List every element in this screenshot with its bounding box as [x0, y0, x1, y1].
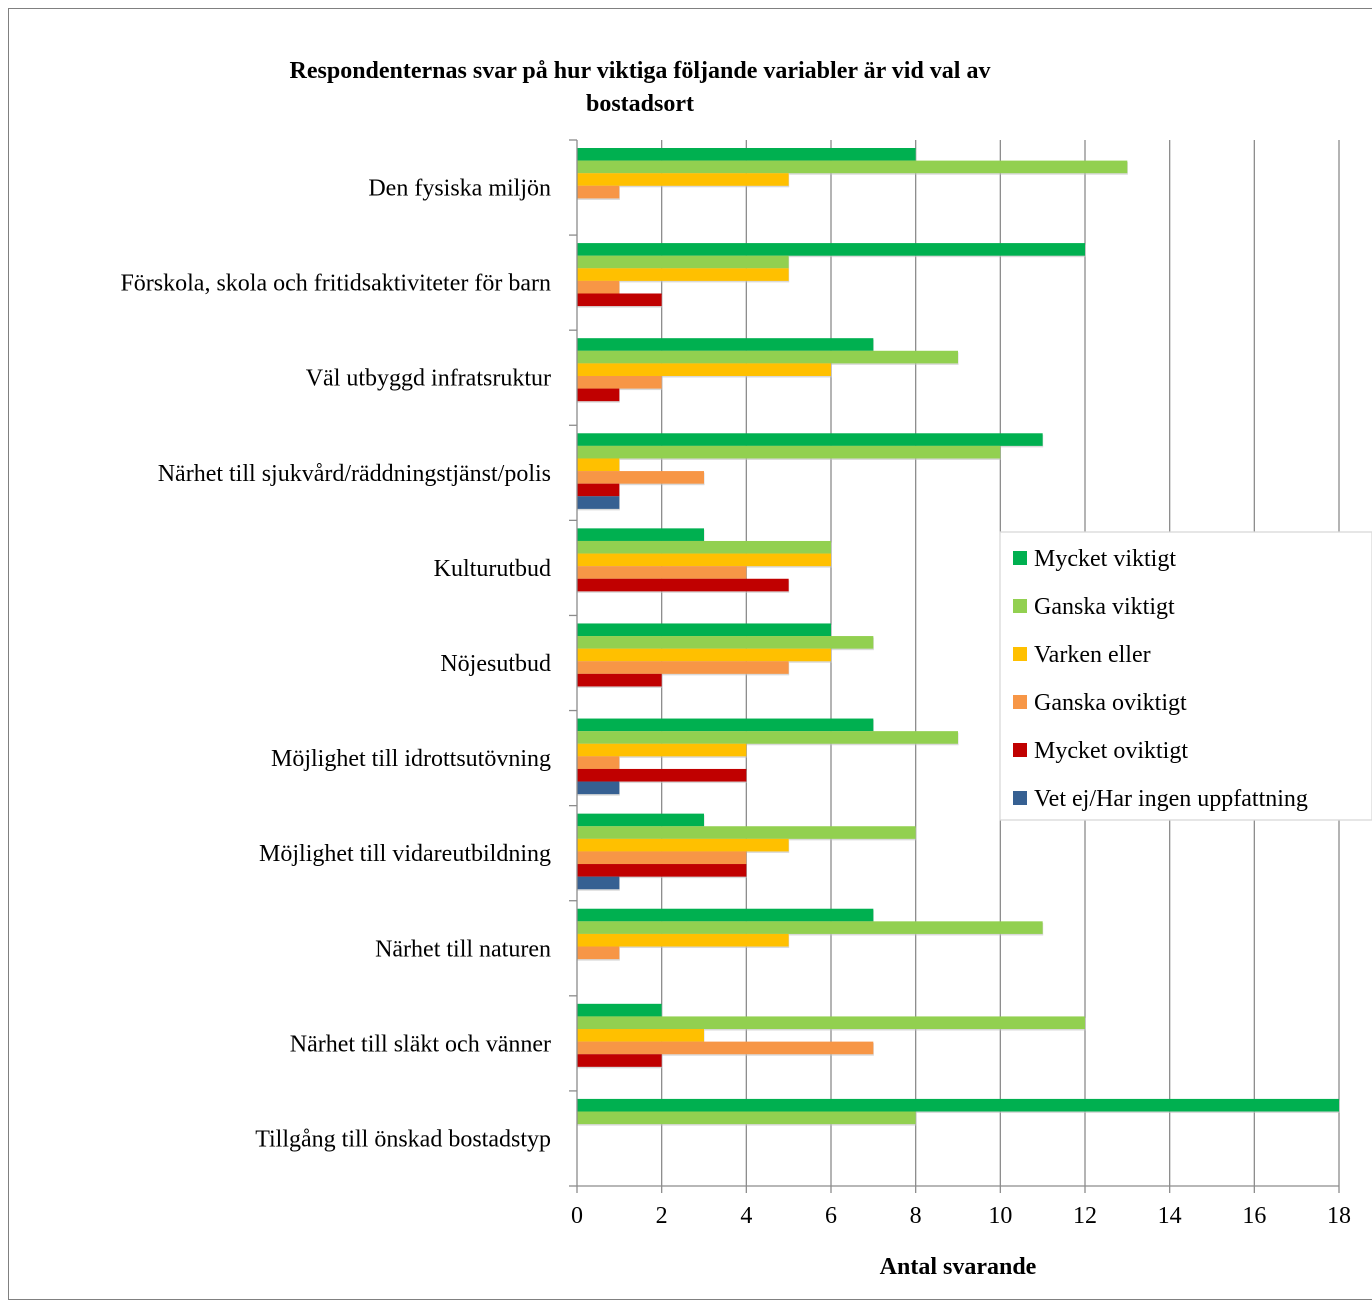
bar-0-7 — [577, 813, 704, 827]
bar-0-9 — [577, 1003, 662, 1017]
bar-1-5 — [577, 636, 874, 649]
bar-0-8 — [577, 908, 874, 922]
bar-3-2 — [577, 375, 662, 389]
category-label: Tillgång till önskad bostadstyp — [255, 1126, 551, 1152]
bar-3-7 — [577, 851, 747, 865]
bars — [577, 148, 1340, 1126]
bar-5-6 — [577, 781, 620, 795]
x-axis-title: Antal svarande — [880, 1254, 1037, 1280]
x-tick-label-0: 0 — [571, 1203, 583, 1229]
x-tick-label-8: 8 — [910, 1203, 922, 1229]
bar-1-1 — [577, 255, 789, 269]
bar-2-7 — [577, 838, 789, 852]
bar-1-7 — [577, 826, 916, 839]
bar-0-6 — [577, 718, 874, 732]
bar-0-10 — [577, 1098, 1339, 1112]
legend-swatch — [1013, 791, 1027, 805]
bar-3-1 — [577, 280, 620, 294]
bar-0-4 — [577, 528, 704, 541]
bar-4-5 — [577, 673, 662, 687]
chart-title-line-2: bostadsort — [586, 91, 694, 117]
legend: Mycket viktigt Ganska viktigt Varken eller… — [999, 531, 1372, 821]
legend-swatch — [1013, 551, 1027, 565]
x-tick-label-12: 12 — [1073, 1203, 1097, 1229]
category-label: Möjlighet till vidareutbildning — [259, 841, 551, 867]
legend-swatch — [1013, 647, 1027, 661]
bar-0-1 — [577, 243, 1085, 256]
bar-5-7 — [577, 876, 620, 890]
bar-3-6 — [577, 756, 620, 769]
bar-1-4 — [577, 540, 831, 554]
bar-3-3 — [577, 471, 704, 484]
bar-3-5 — [577, 661, 789, 674]
legend-label: Varken eller — [1034, 642, 1151, 668]
category-label: Nöjesutbud — [440, 651, 551, 677]
category-label: Väl utbyggd infratsruktur — [306, 366, 551, 392]
category-label: Möjlighet till idrottsutövning — [271, 746, 551, 772]
legend-box — [999, 531, 1372, 821]
bar-3-9 — [577, 1041, 874, 1055]
bar-1-6 — [577, 731, 958, 744]
bar-2-4 — [577, 553, 831, 567]
bar-1-2 — [577, 350, 958, 364]
bar-0-2 — [577, 338, 874, 351]
bar-4-9 — [577, 1054, 662, 1067]
category-label: Närhet till sjukvård/räddningstjänst/pol… — [158, 461, 551, 487]
bar-0-0 — [577, 148, 916, 161]
bar-1-0 — [577, 160, 1128, 174]
bar-4-1 — [577, 293, 662, 307]
bar-3-4 — [577, 566, 747, 579]
x-tick-label-16: 16 — [1242, 1203, 1266, 1229]
x-tick-label-14: 14 — [1158, 1203, 1182, 1229]
bar-4-2 — [577, 388, 620, 402]
bar-0-5 — [577, 623, 831, 637]
legend-swatch — [1013, 743, 1027, 757]
legend-swatch — [1013, 695, 1027, 709]
bar-4-7 — [577, 864, 747, 877]
x-tick-label-4: 4 — [740, 1203, 752, 1229]
bar-2-8 — [577, 933, 789, 947]
legend-label: Vet ej/Har ingen uppfattning — [1034, 786, 1308, 812]
bar-3-8 — [577, 946, 620, 960]
x-tick-label-10: 10 — [988, 1203, 1012, 1229]
category-label: Närhet till släkt och vänner — [290, 1031, 551, 1057]
category-label: Kulturutbud — [434, 556, 551, 582]
legend-label: Mycket oviktigt — [1034, 738, 1188, 764]
category-label: Den fysiska miljön — [368, 176, 551, 202]
x-tick-label-2: 2 — [656, 1203, 668, 1229]
bar-3-0 — [577, 185, 620, 199]
category-label: Närhet till naturen — [375, 936, 551, 962]
bar-2-9 — [577, 1029, 704, 1042]
bar-2-0 — [577, 173, 789, 186]
bar-0-3 — [577, 433, 1043, 446]
bar-4-3 — [577, 483, 620, 497]
legend-swatch — [1013, 599, 1027, 613]
x-tick-label-6: 6 — [825, 1203, 837, 1229]
legend-label: Mycket viktigt — [1034, 546, 1176, 572]
bar-2-1 — [577, 268, 789, 281]
bar-1-8 — [577, 921, 1043, 934]
chart-title-line-1: Respondenternas svar på hur viktiga följ… — [290, 58, 991, 84]
bar-2-3 — [577, 458, 620, 472]
legend-label: Ganska oviktigt — [1034, 690, 1187, 716]
bar-5-3 — [577, 496, 620, 509]
bar-2-6 — [577, 743, 747, 757]
axes: Den fysiska miljön Förskola, skola och fr… — [120, 139, 1351, 1229]
bar-2-5 — [577, 648, 831, 662]
bar-2-2 — [577, 363, 831, 376]
category-label: Förskola, skola och fritidsaktiviteter f… — [120, 271, 551, 297]
x-tick-label-18: 18 — [1327, 1203, 1351, 1229]
bar-4-4 — [577, 578, 789, 592]
bar-4-6 — [577, 768, 747, 782]
bar-1-10 — [577, 1111, 916, 1125]
bar-1-9 — [577, 1016, 1085, 1030]
legend-label: Ganska viktigt — [1034, 594, 1175, 620]
bar-1-3 — [577, 445, 1001, 459]
